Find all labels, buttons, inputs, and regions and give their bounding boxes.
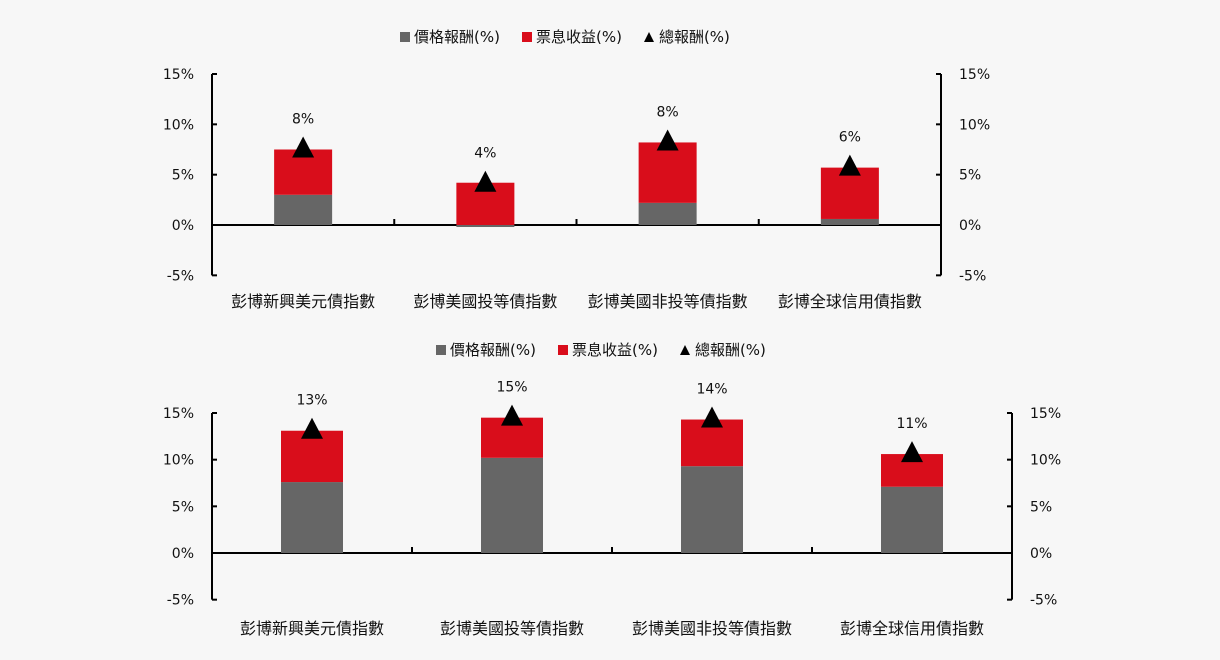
y-tick-label-right: 5% [959,168,981,184]
y-tick-label-left: -5% [167,593,194,609]
y-tick-label-left: 5% [172,499,194,515]
data-label: 13% [296,393,327,409]
category-label: 彭博美國非投等債指數 [588,292,748,311]
top-chart-plot: 15% 15% 10% 10% 5% 5% 0% 0% -5% -5% 8% 彭博新興美元債指數 4% 彭… [163,67,990,311]
bar-price [881,486,943,553]
legend-label-total: 總報酬(%) [694,341,766,359]
category-label: 彭博新興美元債指數 [231,292,375,311]
y-tick-label-left: -5% [167,268,194,284]
bar-price [456,225,515,228]
bar-price [681,466,743,553]
category-label: 彭博美國投等債指數 [440,619,584,638]
data-label: 8% [292,112,314,128]
y-tick-label-right: 15% [959,67,990,83]
bar-price [820,218,879,225]
category-label: 彭博新興美元債指數 [240,619,384,638]
total-return-triangle-icon [838,154,861,176]
bottom-chart-plot: 15% 15% 10% 10% 5% 5% 0% 0% -5% -5% 13% 彭博新興美元債指數 15… [163,380,1061,638]
coupon-swatch-icon [521,31,532,42]
legend-label-price: 價格報酬(%) [450,341,536,359]
y-tick-label-left: 10% [163,453,194,469]
y-tick-label-left: 10% [163,117,194,133]
legend-item-coupon: 票息收益(%) [557,339,658,360]
legend-label-price: 價格報酬(%) [414,28,500,46]
total-return-triangle-icon [301,417,323,439]
y-tick-label-left: 0% [172,218,194,234]
bar-price [638,202,697,225]
data-label: 11% [896,416,927,432]
legend-label-coupon: 票息收益(%) [535,28,622,46]
chart-top: 15% 15% 10% 10% 5% 5% 0% 0% -5% -5% 8% 彭博新興美元債指數 4% 彭… [163,67,990,311]
bar-coupon [281,430,343,483]
y-tick-label-left: 0% [172,546,194,562]
y-tick-label-right: 10% [1030,453,1061,469]
data-label: 4% [474,146,496,162]
triangle-icon [643,31,654,42]
price-swatch-icon [436,344,446,355]
data-label: 6% [839,130,861,146]
legend-label-total: 總報酬(%) [658,28,730,46]
y-tick-label-right: 0% [1030,546,1052,562]
data-label: 8% [657,104,679,120]
total-return-triangle-icon [901,441,923,463]
bar-coupon [820,167,879,219]
bar-price [481,457,543,553]
y-tick-label-left: 5% [172,168,194,184]
y-tick-label-left: 15% [163,406,194,422]
bar-coupon [638,142,697,203]
total-return-triangle-icon [501,404,523,426]
category-label: 彭博全球信用債指數 [778,292,922,311]
legend-bottom: 價格報酬(%) 票息收益(%) 總報酬(%) [436,339,766,360]
data-label: 14% [696,382,727,398]
y-tick-label-right: -5% [959,268,986,284]
y-tick-label-right: -5% [1030,593,1057,609]
legend-item-price: 價格報酬(%) [436,339,536,360]
bar-price [274,194,333,225]
price-swatch-icon [400,31,410,42]
legend-item-coupon: 票息收益(%) [521,26,622,47]
legend-label-coupon: 票息收益(%) [571,341,658,359]
legend-item-total: 總報酬(%) [679,339,766,360]
category-label: 彭博美國非投等債指數 [632,619,792,638]
category-label: 彭博全球信用債指數 [840,619,984,638]
category-label: 彭博美國投等債指數 [413,292,557,311]
y-tick-label-right: 15% [1030,406,1061,422]
triangle-icon [679,344,690,355]
total-return-triangle-icon [292,136,315,158]
y-tick-label-right: 5% [1030,499,1052,515]
legend-item-price: 價格報酬(%) [400,26,500,47]
legend-item-total: 總報酬(%) [643,26,730,47]
data-label: 15% [496,380,527,396]
coupon-swatch-icon [557,344,568,355]
total-return-triangle-icon [474,170,497,192]
total-return-triangle-icon [656,129,679,151]
legend-top: 價格報酬(%) 票息收益(%) 總報酬(%) [400,26,730,47]
y-tick-label-right: 10% [959,117,990,133]
y-tick-label-left: 15% [163,67,194,83]
total-return-triangle-icon [701,406,723,428]
bar-price [281,482,343,553]
y-tick-label-right: 0% [959,218,981,234]
